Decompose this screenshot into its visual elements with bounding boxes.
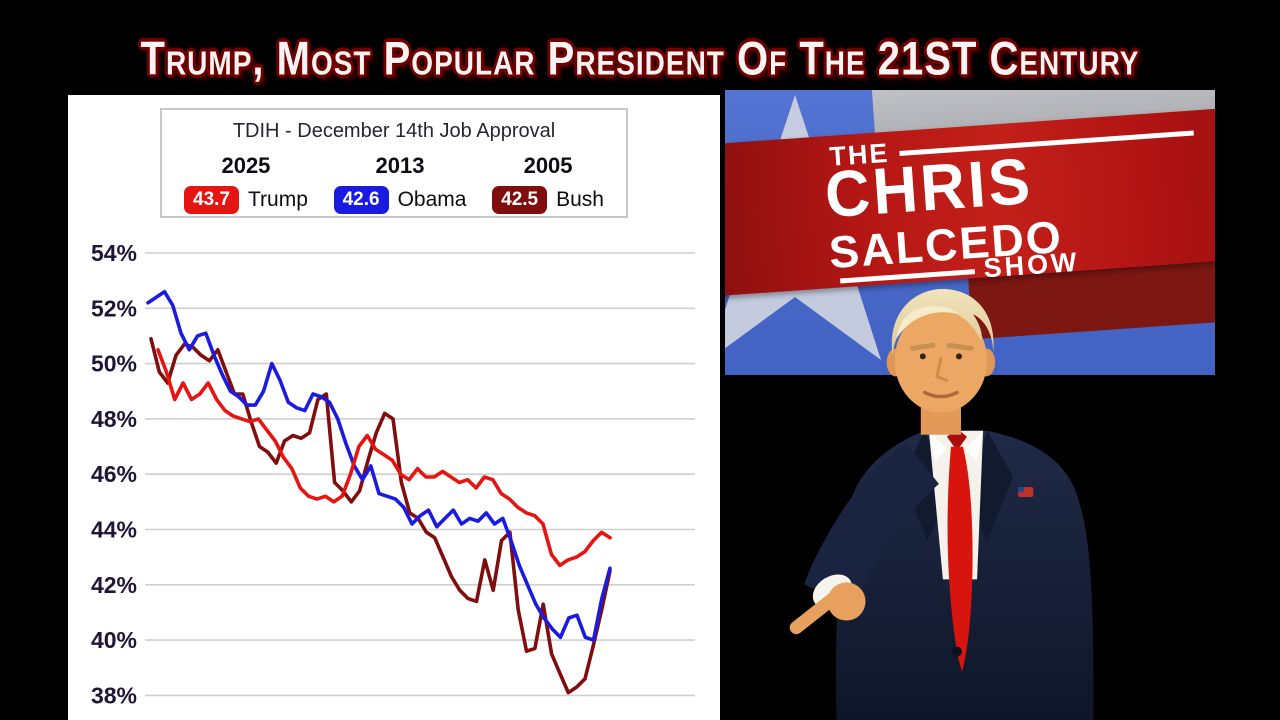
y-axis-tick-label: 48% xyxy=(91,406,137,432)
y-axis-tick-label: 50% xyxy=(91,351,137,377)
title-banner: Trump, Most Popular President Of The 21S… xyxy=(0,24,1280,94)
series-line-bush-2005 xyxy=(149,336,612,695)
legend-col-bush: 2005 42.5 Bush xyxy=(492,153,604,214)
y-axis-tick-label: 40% xyxy=(91,627,137,653)
page-title: Trump, Most Popular President Of The 21S… xyxy=(140,32,1140,85)
value-badge-obama: 42.6 xyxy=(333,186,389,214)
y-axis-tick-label: 46% xyxy=(91,461,137,487)
legend-name-obama: Obama xyxy=(397,188,467,211)
legend-year: 2005 xyxy=(523,153,573,178)
legend-entry: 42.5 Bush xyxy=(492,186,604,214)
y-axis-tick-label: 42% xyxy=(91,572,137,598)
legend-entry: 43.7 Trump xyxy=(184,186,308,214)
legend-year: 2013 xyxy=(375,153,425,178)
series-line-trump-2025 xyxy=(156,348,612,568)
legend-col-trump: 2025 43.7 Trump xyxy=(184,153,308,214)
y-axis-tick-label: 44% xyxy=(91,517,137,543)
legend-columns: 2025 43.7 Trump 2013 42.6 Obama 2005 xyxy=(162,153,626,214)
legend-name-trump: Trump xyxy=(247,188,308,211)
y-axis-tick-label: 54% xyxy=(91,240,137,266)
y-axis-tick-label: 52% xyxy=(91,295,137,321)
value-badge-trump: 43.7 xyxy=(184,186,239,214)
legend-year: 2025 xyxy=(221,153,271,178)
chart-title: TDIH - December 14th Job Approval xyxy=(232,120,556,142)
legend-col-obama: 2013 42.6 Obama xyxy=(333,153,467,214)
legend-name-bush: Bush xyxy=(556,188,604,211)
legend-entry: 42.6 Obama xyxy=(333,186,467,214)
trump-pointing-photo xyxy=(789,289,1094,720)
chart-legend: TDIH - December 14th Job Approval 2025 4… xyxy=(160,108,628,218)
value-badge-bush: 42.5 xyxy=(492,186,548,214)
y-axis-tick-label: 38% xyxy=(91,682,137,708)
approval-chart-panel: 54% 52% 50% 48% 46% 44% 42% 40% 38% TDIH - Decem… xyxy=(68,95,720,720)
series-line-obama-2013 xyxy=(146,289,612,642)
approval-line-chart: 54% 52% 50% 48% 46% 44% 42% 40% 38% xyxy=(91,240,695,708)
